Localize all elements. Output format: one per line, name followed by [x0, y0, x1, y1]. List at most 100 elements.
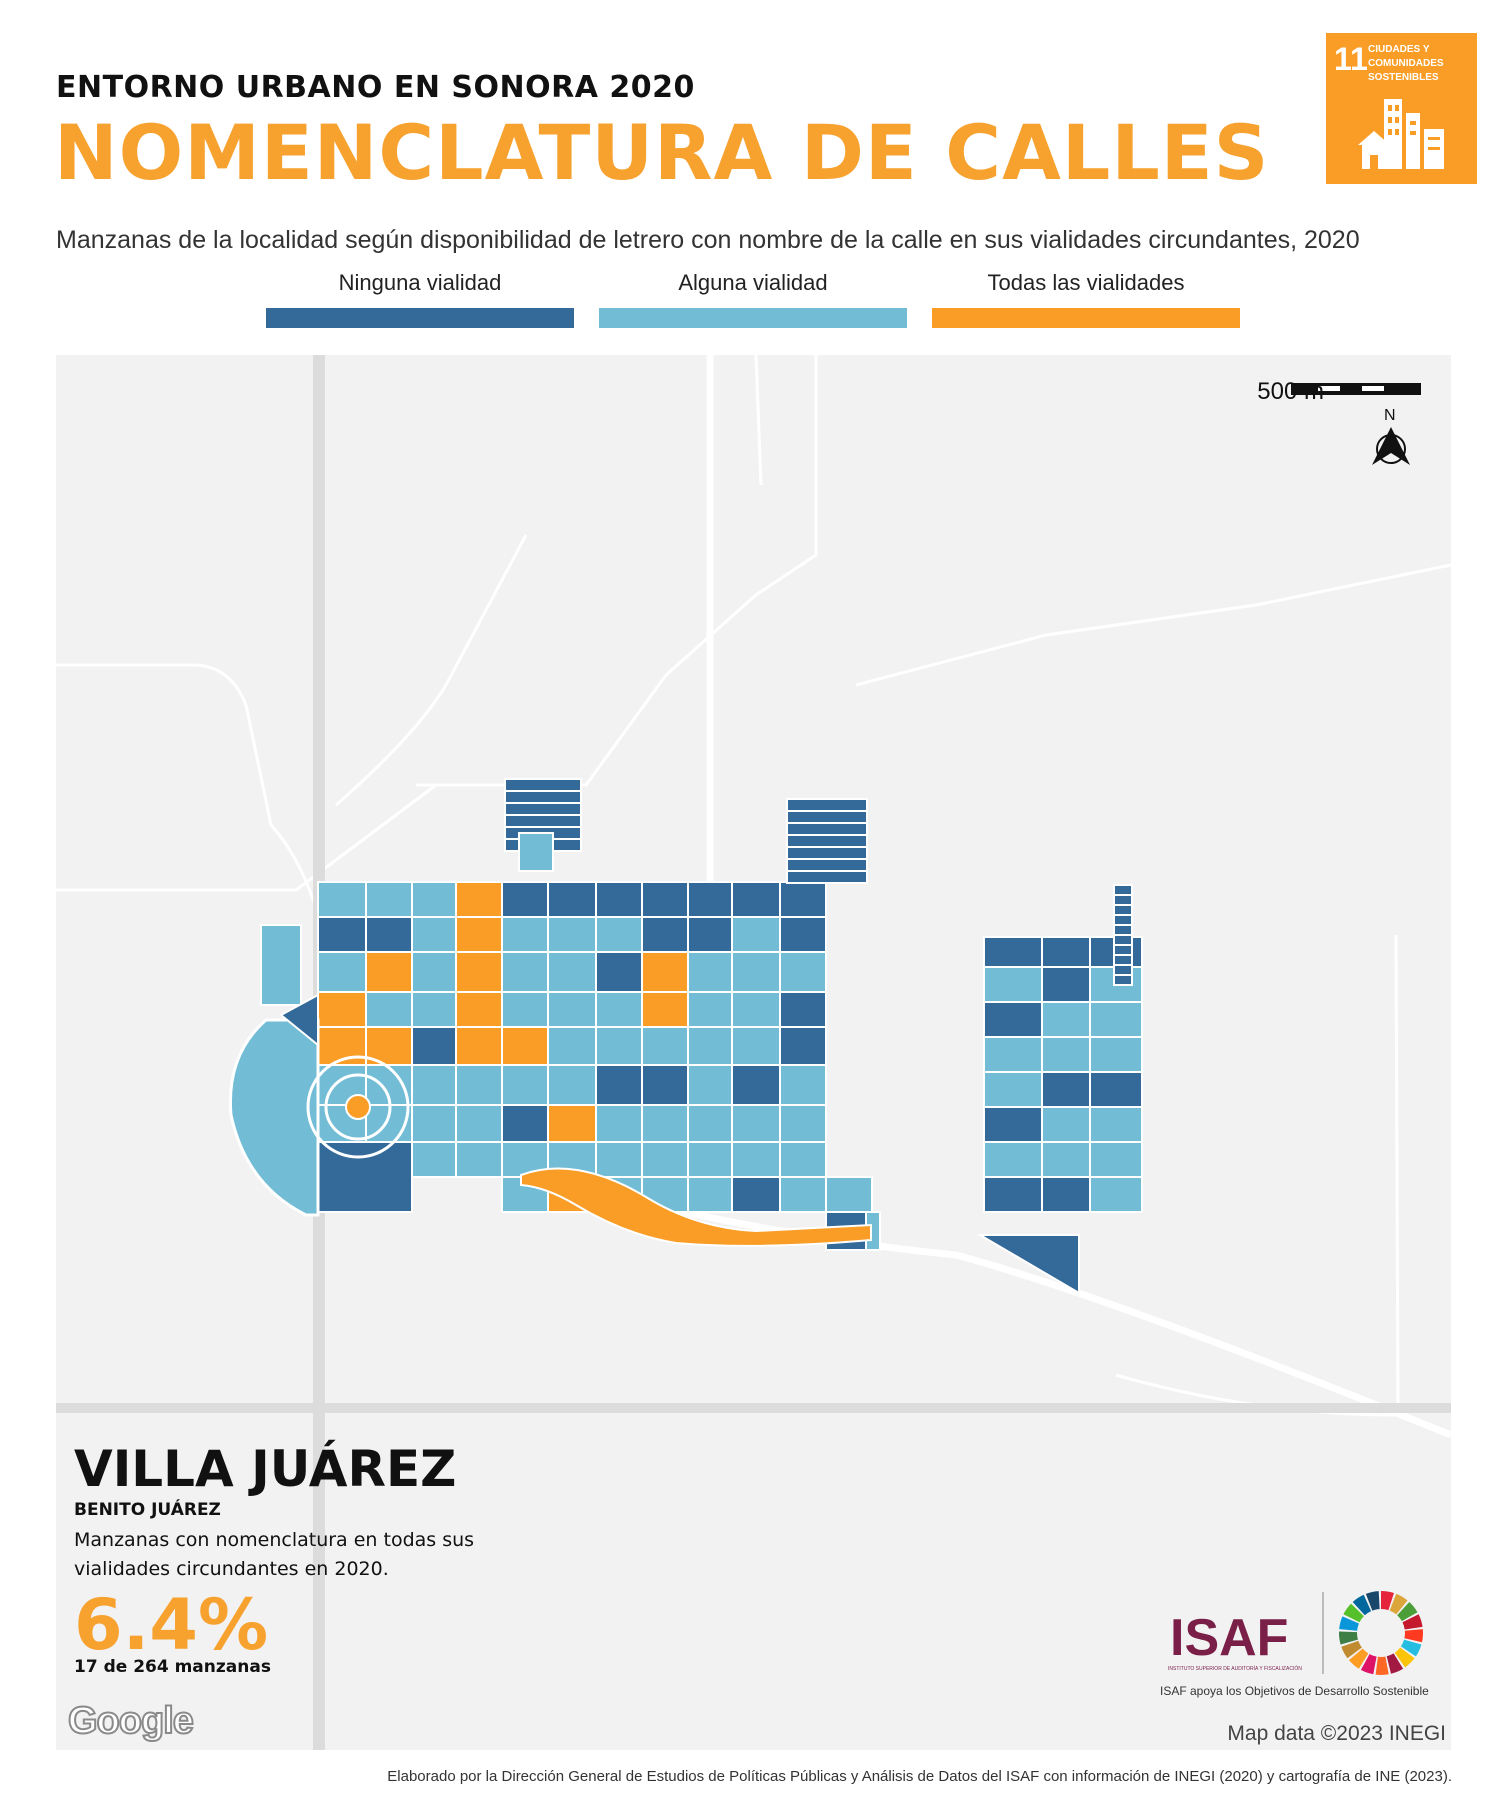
city-block	[641, 916, 689, 953]
city-block	[641, 1104, 689, 1143]
city-block	[547, 1026, 597, 1066]
sdg-wheel-segment	[1339, 1631, 1358, 1645]
city-blocks	[317, 778, 1143, 1251]
isaf-logo: ISAF	[1170, 1609, 1289, 1667]
scale-bar	[1291, 383, 1421, 395]
city-block	[786, 846, 868, 860]
city-block	[983, 1001, 1043, 1038]
city-block	[365, 991, 413, 1028]
city-block	[455, 916, 503, 953]
city-block	[455, 881, 503, 918]
city-block	[786, 798, 868, 812]
city-block	[1089, 1176, 1143, 1213]
city-block	[1089, 1001, 1143, 1038]
city-block	[595, 991, 643, 1028]
highway-horizontal	[56, 1403, 1451, 1413]
sdg-wheel-segment	[1360, 1654, 1377, 1675]
legend-swatch	[266, 308, 574, 328]
city-block	[1041, 1141, 1091, 1178]
sdg-wheel-segment	[1339, 1616, 1359, 1631]
city-block	[1041, 1106, 1091, 1143]
city-block	[365, 916, 413, 953]
city-block	[983, 1036, 1043, 1073]
city-block	[1113, 894, 1133, 906]
sdg-wheel-icon	[1339, 1591, 1423, 1675]
city-block	[687, 991, 733, 1028]
city-block	[455, 991, 503, 1028]
page-title: NOMENCLATURA DE CALLES	[54, 108, 1270, 197]
city-block	[1089, 1141, 1143, 1178]
city-block	[731, 1176, 781, 1213]
map-description: Manzanas de la localidad según disponibi…	[56, 226, 1360, 254]
city-block	[1113, 964, 1133, 976]
city-block	[518, 832, 554, 872]
city-block	[317, 991, 367, 1028]
city-block	[1113, 944, 1133, 956]
city-block	[501, 1064, 549, 1106]
isaf-support-text: ISAF apoya los Objetivos de Desarrollo S…	[1160, 1684, 1429, 1698]
legend-label: Alguna vialidad	[678, 270, 828, 295]
city-block	[595, 1141, 643, 1178]
city-block	[365, 881, 413, 918]
city-block	[411, 1064, 457, 1106]
city-block	[1041, 1036, 1091, 1073]
locality-name: VILLA JUÁREZ	[74, 1440, 457, 1498]
city-block	[365, 951, 413, 993]
city-block	[411, 991, 457, 1028]
city-block	[411, 916, 457, 953]
city-block	[1089, 1071, 1143, 1108]
city-block	[687, 951, 733, 993]
map-canvas[interactable]	[56, 355, 1451, 1750]
city-block	[687, 1026, 733, 1066]
legend-label: Todas las vialidades	[987, 270, 1185, 295]
city-block	[731, 916, 781, 953]
city-block	[641, 951, 689, 993]
city-block	[1113, 924, 1133, 936]
city-block	[983, 1106, 1043, 1143]
city-block	[825, 1176, 873, 1213]
sdg-wheel-segment	[1352, 1594, 1372, 1616]
legend-swatch	[932, 308, 1240, 328]
city-block	[595, 916, 643, 953]
sdg-wheel-segment	[1397, 1601, 1418, 1622]
city-block	[317, 881, 367, 918]
indicator-description: Manzanas con nomenclatura en todas sus v…	[74, 1529, 475, 1580]
city-block	[595, 1064, 643, 1106]
city-block	[1041, 1176, 1091, 1213]
city-block	[595, 1104, 643, 1143]
city-block	[504, 790, 582, 804]
sdg-wheel-segment	[1375, 1656, 1389, 1675]
city-block	[595, 1026, 643, 1066]
map-svg	[56, 355, 1451, 1750]
sdg-wheel-segment	[1404, 1629, 1423, 1643]
city-block	[779, 1026, 827, 1066]
city-block	[786, 834, 868, 848]
city-block	[641, 991, 689, 1028]
city-block	[547, 991, 597, 1028]
city-block	[595, 881, 643, 918]
city-block	[983, 1071, 1043, 1108]
city-block	[779, 1064, 827, 1106]
city-block	[317, 916, 367, 953]
city-block	[504, 802, 582, 816]
legend-swatch	[599, 308, 907, 328]
city-block	[1041, 1001, 1091, 1038]
isaf-fullname: INSTITUTO SUPERIOR DE AUDITORÍA Y FISCAL…	[1168, 1666, 1302, 1672]
city-block	[641, 1064, 689, 1106]
sdg-wheel-segment	[1386, 1653, 1404, 1674]
city-block	[687, 916, 733, 953]
city-block	[455, 1141, 503, 1178]
city-block	[595, 951, 643, 993]
sdg-text: CIUDADES Y COMUNIDADES SOSTENIBLES	[1368, 44, 1444, 83]
city-block	[786, 870, 868, 884]
city-block	[455, 1026, 503, 1066]
city-block	[455, 951, 503, 993]
city-block	[687, 1176, 733, 1213]
footer-credit: Elaborado por la Dirección General de Es…	[387, 1768, 1452, 1785]
city-block	[641, 1026, 689, 1066]
city-block	[1113, 974, 1133, 986]
city-block	[501, 991, 549, 1028]
city-block	[786, 822, 868, 836]
city-block	[983, 1141, 1043, 1178]
city-block	[1113, 904, 1133, 916]
